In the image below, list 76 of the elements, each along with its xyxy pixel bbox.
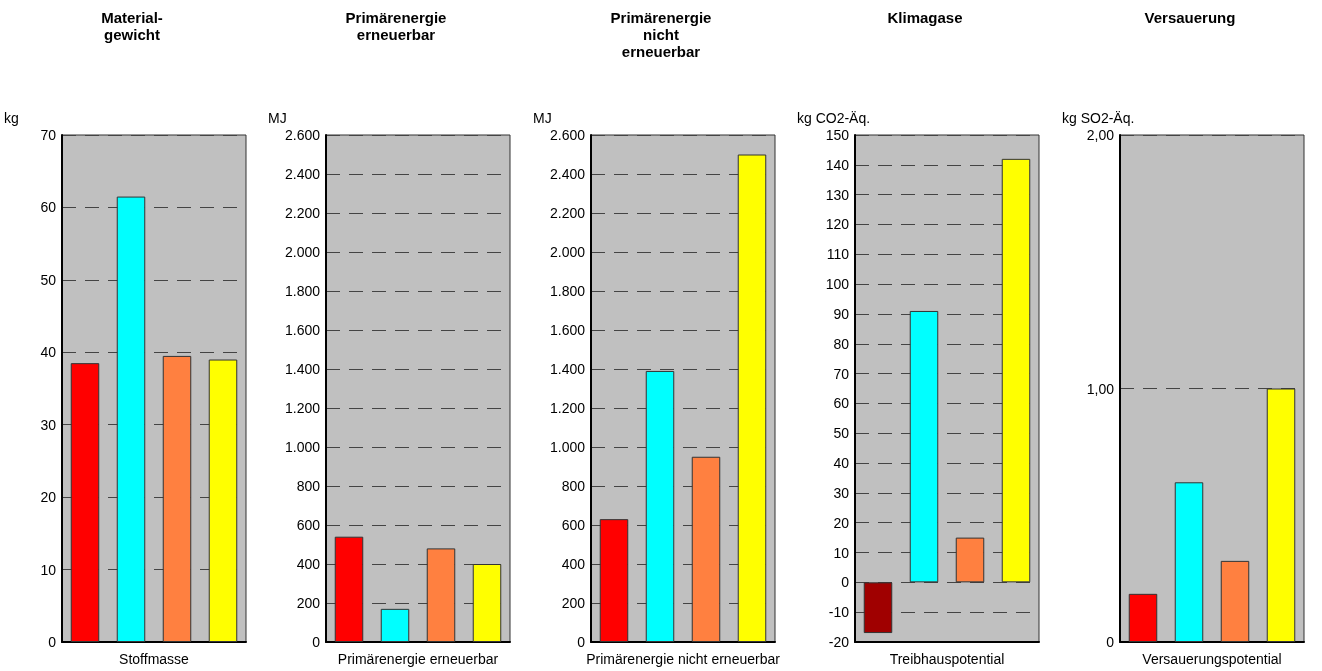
y-tick-label: 30: [833, 484, 850, 501]
y-tick-label: 0: [312, 634, 321, 650]
y-tick-label: 1.200: [549, 400, 585, 416]
y-tick-label: 20: [40, 489, 57, 506]
y-tick-label: 10: [40, 561, 57, 578]
chart-title: Versauerung: [1144, 9, 1236, 26]
chart-title: Primärenergie nicht erneuerbar: [610, 9, 712, 60]
bar: [1001, 158, 1031, 583]
y-tick-label: 600: [561, 517, 586, 533]
y-tick-label: 10: [833, 544, 850, 561]
y-tick-label: 0: [1105, 634, 1114, 650]
y-tick-label: 90: [833, 305, 850, 322]
x-axis-title: Stoffmasse: [119, 651, 190, 667]
y-tick-label: 2.200: [549, 205, 585, 221]
y-tick-label: 70: [833, 365, 850, 382]
y-tick-label: 70: [40, 127, 57, 143]
y-tick-label: 50: [40, 271, 57, 288]
x-axis-title: Treibhauspotential: [889, 651, 1005, 667]
y-tick-label: 2.000: [549, 244, 585, 260]
y-tick-label: 2.400: [549, 166, 585, 182]
y-tick-label: 400: [297, 556, 321, 572]
chart-title: Klimagase: [887, 9, 963, 26]
y-tick-label: 50: [833, 425, 850, 442]
y-tick-label: -20: [828, 634, 850, 650]
y-tick-label: 110: [826, 246, 850, 263]
y-tick-label: 0: [48, 634, 57, 650]
y-axis-title: kg: [4, 110, 19, 126]
x-axis-title: Versauerungspotential: [1141, 651, 1282, 667]
y-tick-label: 800: [561, 478, 586, 494]
y-tick-label: 140: [825, 156, 850, 173]
y-tick-label: 1.600: [549, 322, 585, 338]
y-tick-label: 0: [841, 574, 850, 591]
y-tick-label: 1.400: [285, 361, 321, 377]
y-tick-label: 20: [833, 514, 850, 531]
y-tick-label: 800: [297, 478, 321, 494]
y-tick-label: 0: [577, 634, 585, 650]
y-tick-label: 120: [825, 216, 850, 233]
x-axis-title: Primärenergie nicht erneuerbar: [585, 651, 781, 667]
y-tick-label: 1.000: [285, 439, 321, 455]
bar: [955, 537, 985, 583]
y-axis-title: MJ: [268, 110, 288, 126]
y-tick-label: 60: [833, 395, 850, 412]
y-tick-label: 200: [297, 595, 321, 611]
y-tick-label: 400: [561, 556, 586, 572]
y-tick-label: 200: [561, 595, 586, 611]
y-axis-title: kg CO2-Äq.: [797, 110, 871, 126]
bar: [863, 582, 893, 634]
y-tick-label: 2.200: [285, 205, 321, 221]
y-tick-label: 2.000: [285, 244, 321, 260]
chart-title: Primärenergie erneuerbar: [345, 9, 447, 43]
y-axis-title: kg SO2-Äq.: [1061, 110, 1134, 126]
y-tick-label: 600: [297, 517, 321, 533]
y-tick-label: 130: [825, 186, 850, 203]
y-tick-label: 2.600: [285, 127, 321, 143]
y-tick-label: 1.800: [285, 283, 321, 299]
y-tick-label: 80: [833, 335, 850, 352]
y-tick-label: 2.400: [285, 166, 321, 182]
y-tick-label: 150: [825, 127, 850, 143]
y-tick-label: 1.000: [549, 439, 585, 455]
chart-title: Material- gewicht: [101, 9, 163, 43]
y-tick-label: 30: [40, 416, 57, 433]
y-tick-label: -10: [828, 604, 850, 621]
y-tick-label: 2.600: [549, 127, 585, 143]
y-tick-label: 40: [40, 344, 57, 361]
bar: [909, 310, 939, 583]
y-tick-label: 2,00: [1086, 127, 1114, 143]
y-axis-title: MJ: [532, 110, 552, 126]
x-axis-title: Primärenergie erneuerbar: [338, 651, 499, 667]
y-tick-label: 1.400: [549, 361, 585, 377]
y-tick-label: 40: [833, 455, 850, 472]
y-tick-label: 100: [825, 276, 850, 293]
y-tick-label: 60: [40, 199, 57, 216]
y-tick-label: 1.200: [285, 400, 321, 416]
y-tick-label: 1,00: [1086, 380, 1114, 397]
y-tick-label: 1.600: [285, 322, 321, 338]
y-tick-label: 1.800: [549, 283, 585, 299]
